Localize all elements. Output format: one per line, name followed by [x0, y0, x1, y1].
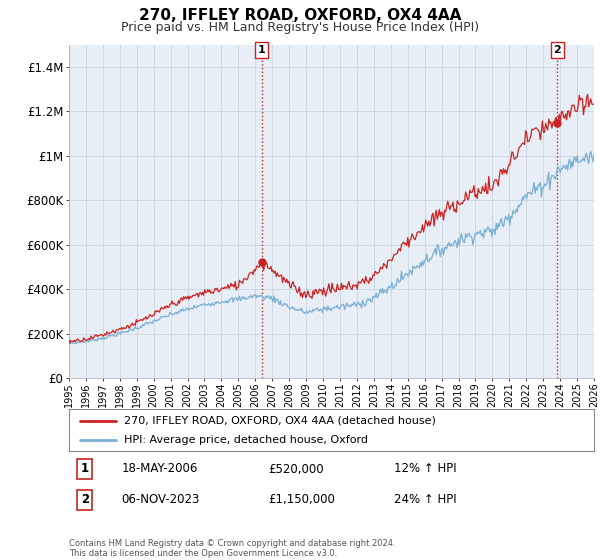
Text: £1,150,000: £1,150,000 [269, 493, 335, 506]
Text: HPI: Average price, detached house, Oxford: HPI: Average price, detached house, Oxfo… [124, 435, 368, 445]
Text: Contains HM Land Registry data © Crown copyright and database right 2024.
This d: Contains HM Land Registry data © Crown c… [69, 539, 395, 558]
Text: Price paid vs. HM Land Registry's House Price Index (HPI): Price paid vs. HM Land Registry's House … [121, 21, 479, 34]
Text: 270, IFFLEY ROAD, OXFORD, OX4 4AA: 270, IFFLEY ROAD, OXFORD, OX4 4AA [139, 8, 461, 24]
Text: 1: 1 [258, 45, 266, 55]
Text: 24% ↑ HPI: 24% ↑ HPI [395, 493, 457, 506]
Text: 12% ↑ HPI: 12% ↑ HPI [395, 463, 457, 475]
Text: 18-MAY-2006: 18-MAY-2006 [121, 463, 198, 475]
Text: 2: 2 [554, 45, 561, 55]
Text: 2: 2 [80, 493, 89, 506]
Text: £520,000: £520,000 [269, 463, 324, 475]
Text: 1: 1 [80, 463, 89, 475]
Text: 06-NOV-2023: 06-NOV-2023 [121, 493, 200, 506]
Text: 270, IFFLEY ROAD, OXFORD, OX4 4AA (detached house): 270, IFFLEY ROAD, OXFORD, OX4 4AA (detac… [124, 416, 436, 426]
